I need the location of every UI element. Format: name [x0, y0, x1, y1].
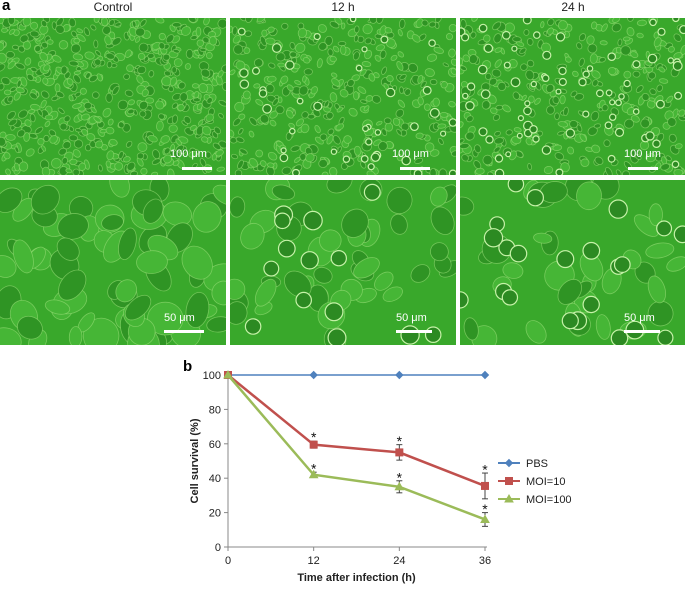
- data-point: [481, 481, 489, 490]
- scale-line: [182, 167, 212, 170]
- column-label-control: Control: [93, 0, 133, 14]
- x-tick-label: 12: [308, 555, 320, 567]
- scale-label: 100 μm: [392, 148, 429, 160]
- y-axis-label: Cell survival (%): [189, 418, 201, 503]
- micrograph-control-high-mag: [0, 180, 226, 345]
- legend-item: MOI=100: [498, 493, 572, 506]
- x-tick-label: 0: [225, 555, 231, 567]
- data-point: [395, 448, 404, 457]
- panel-label-a: a: [2, 0, 11, 14]
- column-label-12h: 12 h: [331, 0, 355, 14]
- cell-survival-chart: 0 20 40 60 80 100 0 12 24 36 Time after infection …: [180, 360, 685, 584]
- chart-svg: 0 20 40 60 80 100 0 12 24 36 Time after infection …: [189, 369, 572, 584]
- scale-bar-control-bottom: 50 μm: [164, 312, 204, 333]
- y-tick-label: 20: [209, 508, 221, 520]
- scale-line: [628, 167, 658, 170]
- scale-bar-12h-top: 100 μm: [392, 148, 430, 170]
- significance-asterisk: *: [311, 429, 317, 445]
- micrograph-12h-low-mag: [230, 18, 456, 175]
- y-tick-label: 80: [209, 404, 221, 416]
- significance-asterisk: *: [397, 469, 403, 485]
- data-point: [223, 369, 233, 379]
- series-moi-100: [223, 369, 490, 527]
- scale-line: [396, 330, 432, 333]
- y-tick-label: 60: [209, 439, 221, 451]
- scale-bar-control-top: 100 μm: [170, 148, 212, 170]
- legend-label: MOI=100: [526, 494, 572, 506]
- series-pbs: [223, 370, 490, 380]
- y-tick-label: 40: [209, 473, 221, 485]
- column-label-24h: 24 h: [561, 0, 585, 14]
- y-tick-label: 0: [215, 542, 221, 554]
- x-tick-label: 24: [393, 555, 405, 567]
- legend-marker: [505, 477, 513, 485]
- legend-marker: [504, 493, 514, 503]
- legend-marker: [504, 458, 514, 468]
- scale-label: 50 μm: [164, 312, 195, 324]
- micrograph-control-low-mag: [0, 18, 226, 175]
- significance-asterisk: *: [311, 461, 317, 477]
- micrograph-24h-low-mag: [460, 18, 685, 175]
- scale-label: 100 μm: [624, 148, 661, 160]
- series-line: [227, 374, 486, 521]
- legend: PBS MOI=10 MOI=100: [498, 458, 572, 506]
- panel-label-b: b: [183, 358, 193, 375]
- scale-line: [164, 330, 204, 333]
- significance-asterisk: *: [397, 433, 403, 449]
- data-point: [480, 514, 490, 523]
- x-tick-label: 36: [479, 555, 491, 567]
- scale-bar-24h-top: 100 μm: [624, 148, 661, 170]
- data-point: [309, 440, 318, 449]
- significance-asterisk: *: [482, 501, 488, 517]
- scale-label: 50 μm: [396, 312, 427, 324]
- significance-asterisk: *: [482, 462, 488, 478]
- scale-bar-24h-bottom: 50 μm: [624, 312, 660, 333]
- legend-item: PBS: [498, 458, 548, 470]
- data-point: [309, 370, 318, 380]
- scale-line: [400, 167, 430, 170]
- data-point: [480, 370, 490, 380]
- legend-item: MOI=10: [498, 476, 565, 488]
- data-point: [395, 370, 404, 380]
- scale-label: 100 μm: [170, 148, 207, 160]
- legend-label: PBS: [526, 458, 548, 470]
- micrograph-12h-high-mag: [230, 180, 456, 345]
- x-axis-label: Time after infection (h): [297, 572, 416, 584]
- y-tick-label: 100: [203, 370, 221, 382]
- scale-line: [624, 330, 660, 333]
- data-point: [308, 469, 319, 479]
- micrograph-24h-high-mag: [460, 180, 685, 345]
- legend-label: MOI=10: [526, 476, 565, 488]
- series-line: [227, 374, 486, 488]
- data-point: [394, 481, 405, 491]
- scale-label: 50 μm: [624, 312, 655, 324]
- scale-bar-12h-bottom: 50 μm: [396, 312, 432, 333]
